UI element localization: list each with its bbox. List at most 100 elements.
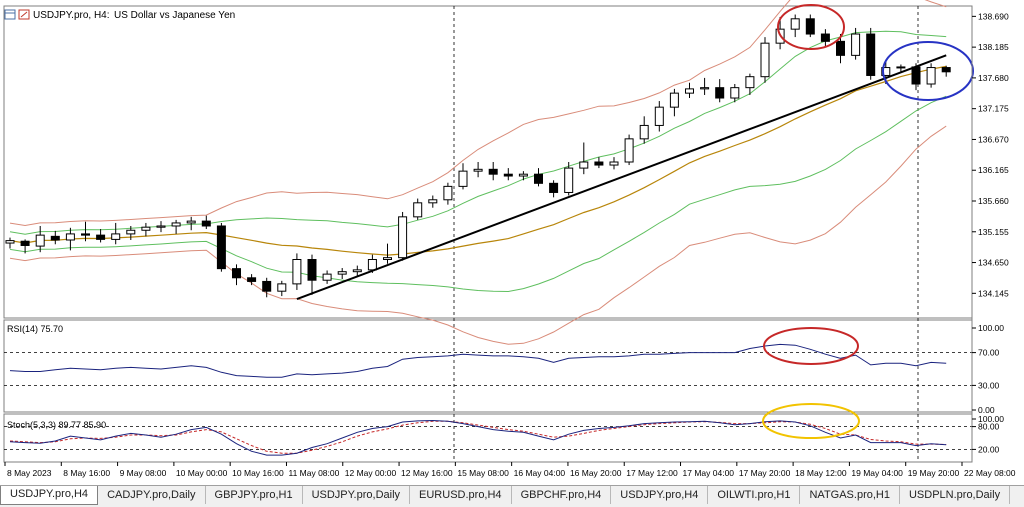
candle-bullish[interactable] [745, 76, 755, 89]
candle-bullish[interactable] [926, 67, 936, 85]
candle-bullish[interactable] [292, 259, 302, 285]
candle-bullish[interactable] [851, 33, 861, 56]
candle-bullish[interactable] [398, 216, 408, 259]
chart-tab[interactable]: GBPJPY.pro,H1 [206, 486, 303, 504]
candle-bullish[interactable] [669, 92, 679, 108]
chart-tab[interactable]: USDJPY.pro,H4 [0, 486, 99, 505]
x-tick-label: 12 May 16:00 [401, 468, 453, 478]
candle-bullish[interactable] [730, 87, 740, 99]
x-tick-label: 11 May 08:00 [288, 468, 339, 478]
candle-bearish[interactable] [715, 87, 725, 99]
candle-bearish[interactable] [488, 168, 498, 175]
rsi-tick-label: 0.00 [978, 405, 995, 415]
price-tick-label: 136.165 [978, 165, 1009, 175]
candle-bearish[interactable] [247, 277, 257, 282]
candle-bearish[interactable] [503, 173, 513, 177]
candle-bullish[interactable] [322, 273, 332, 281]
candle-bullish[interactable] [654, 106, 664, 126]
x-tick-label: 12 May 00:00 [345, 468, 397, 478]
x-tick-label: 8 May 2023 [7, 468, 52, 478]
candle-bullish[interactable] [473, 168, 483, 172]
candle-bullish[interactable] [35, 234, 45, 247]
chart-tab[interactable]: USDJPY.pro,Daily [303, 486, 411, 504]
candle-bearish[interactable] [262, 280, 272, 292]
candle-bullish[interactable] [156, 225, 166, 228]
indicator-icon-line [20, 11, 28, 18]
period-separators [453, 6, 919, 462]
trendline-layer[interactable] [296, 54, 947, 301]
chart-tab[interactable]: GBPCHF.pro,H4 [512, 486, 612, 504]
candle-bullish[interactable] [624, 138, 634, 163]
candle-bullish[interactable] [413, 202, 423, 218]
candles[interactable] [5, 14, 951, 298]
stoch-main-line[interactable] [9, 419, 947, 456]
candle-bullish[interactable] [367, 259, 377, 271]
price-panel[interactable] [5, 0, 974, 462]
chart-tab[interactable]: USDPLN.pro,Daily [900, 486, 1011, 504]
chart-tab[interactable]: USDJPY.pro,H4 [611, 486, 709, 504]
candle-bearish[interactable] [549, 182, 559, 193]
x-tick-label: 22 May 08:00 [964, 468, 1016, 478]
candle-bullish[interactable] [126, 229, 136, 235]
price-tick-label: 134.650 [978, 258, 1009, 268]
candle-bullish[interactable] [896, 66, 906, 69]
trendline[interactable] [296, 54, 947, 301]
candle-bullish[interactable] [443, 185, 453, 201]
candle-bearish[interactable] [216, 225, 226, 270]
candle-bullish[interactable] [579, 161, 589, 169]
candle-bearish[interactable] [805, 18, 815, 35]
candle-bullish[interactable] [65, 233, 75, 241]
candle-bearish[interactable] [836, 40, 845, 56]
y-axis: 138.690 138.185 137.680 137.175 136.670 136.1… [971, 6, 1009, 462]
candle-bearish[interactable] [911, 66, 921, 85]
candle-bearish[interactable] [941, 67, 951, 73]
candle-bullish[interactable] [700, 87, 710, 90]
chart-tab[interactable]: OILWTI.pro,H1 [708, 486, 801, 504]
rsi-label: RSI(14) 75.70 [7, 324, 63, 334]
chart-tab[interactable]: EURUSD.pro,H4 [410, 486, 512, 504]
candle-bullish[interactable] [518, 173, 528, 177]
candle-bullish[interactable] [685, 88, 694, 94]
candle-bullish[interactable] [383, 257, 392, 260]
candle-bearish[interactable] [81, 233, 90, 236]
candle-bullish[interactable] [458, 170, 468, 187]
candle-bearish[interactable] [201, 220, 211, 227]
stochastic-panel[interactable] [4, 403, 972, 456]
candle-bullish[interactable] [277, 283, 287, 292]
chart-tab[interactable]: NATGAS.pro,H1 [800, 486, 900, 504]
candle-bearish[interactable] [534, 173, 543, 184]
candle-bearish[interactable] [96, 234, 106, 240]
x-axis: 8 May 2023 8 May 16:00 9 May 08:00 10 May 0… [4, 461, 1016, 478]
candle-bullish[interactable] [639, 124, 649, 140]
chart-canvas: 138.690 138.185 137.680 137.175 136.670 136.1… [0, 0, 1024, 485]
chart-tab[interactable]: CADJPY.pro,Daily [98, 486, 206, 504]
candle-bullish[interactable] [428, 199, 438, 204]
candle-bullish[interactable] [337, 271, 347, 275]
candle-bullish[interactable] [352, 269, 362, 273]
candle-bearish[interactable] [50, 235, 60, 241]
candle-bullish[interactable] [111, 233, 121, 240]
stoch-tick-label: 100.00 [978, 414, 1004, 424]
candle-bearish[interactable] [594, 161, 604, 166]
candle-bullish[interactable] [141, 226, 151, 231]
candle-bullish[interactable] [171, 222, 181, 227]
candle-bearish[interactable] [20, 240, 30, 246]
rsi-line[interactable] [9, 343, 947, 378]
candle-bullish[interactable] [881, 67, 891, 76]
candle-bullish[interactable] [186, 220, 196, 224]
candle-bearish[interactable] [232, 268, 241, 279]
candle-bullish[interactable] [609, 161, 619, 166]
candle-bullish[interactable] [760, 42, 770, 78]
candle-bearish[interactable] [307, 259, 317, 281]
x-tick-label: 18 May 12:00 [795, 468, 847, 478]
price-tick-label: 138.185 [978, 42, 1009, 52]
rsi-panel[interactable] [4, 327, 972, 386]
stoch-label: Stoch(5,3,3) 89.77 85.90 [7, 420, 106, 430]
candle-bullish[interactable] [790, 18, 800, 30]
candle-bearish[interactable] [866, 33, 876, 76]
candle-bullish[interactable] [564, 167, 574, 193]
chart-window-icon [4, 9, 16, 20]
candle-bullish[interactable] [5, 240, 15, 244]
chart-background [0, 0, 1024, 485]
candle-bearish[interactable] [820, 33, 830, 42]
